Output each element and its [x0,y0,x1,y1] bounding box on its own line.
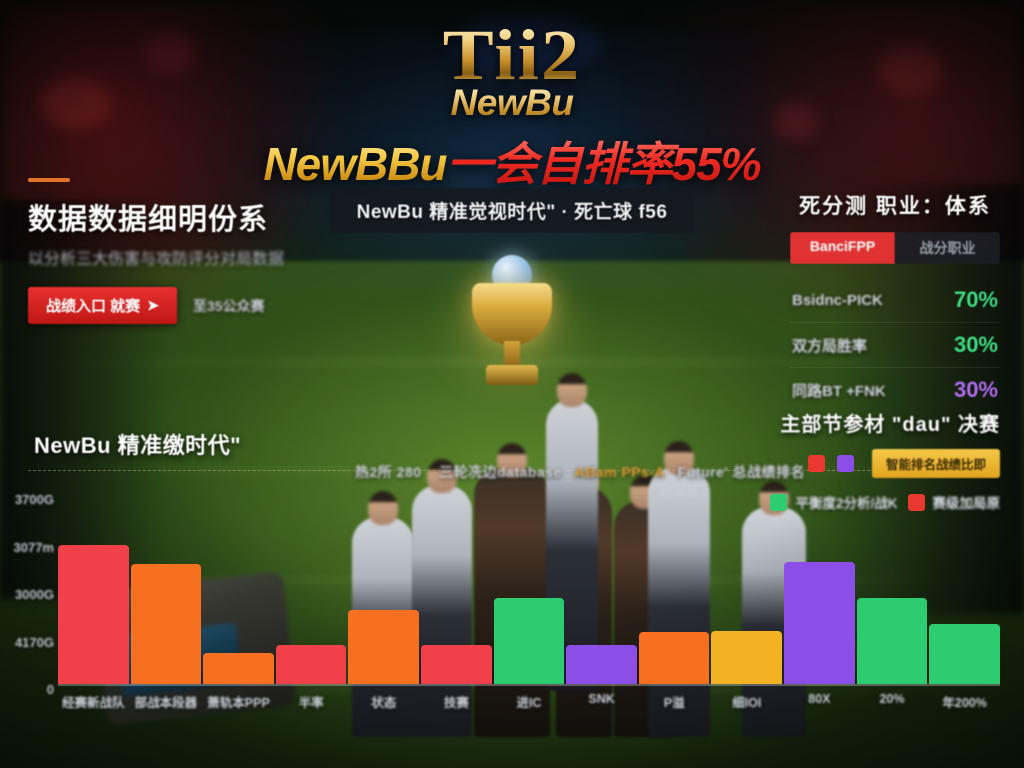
arrow-right-icon: ➤ [147,297,159,314]
enter-stats-button[interactable]: 战绩入口 就赛 ➤ [28,287,177,325]
stat-row[interactable]: 同路BT +FNK 30% [790,368,1000,412]
chart-x-axis-line [58,684,1000,686]
legend-top-row: 智能排名战绩比即 [710,449,1000,478]
legend-swatch-purple [836,455,854,472]
left-panel-description: 以分析三大伤害与攻防评分对局数据 [28,251,285,268]
chart-note-accent: ABam PPs-A [574,464,665,480]
legend-swatch-green [770,493,788,511]
left-panel-actions: 战绩入口 就赛 ➤ 至35公众赛 [28,287,300,325]
legend-swatch-red [807,455,825,472]
chart-note-left: 热2所 280 [355,464,422,480]
chart-y-tick: 3077m [13,539,54,555]
stat-value: 30% [953,332,998,357]
chart-bar [566,645,637,684]
right-panel-title: 死分测 职业：体系 [799,195,991,218]
tab-secondary[interactable]: 战分职业 [895,232,1000,264]
stat-label: 同路BT +FNK [792,382,886,400]
chart-x-tick: 20% [879,692,905,706]
tab-banci-fpp[interactable]: BanciFPP [790,232,895,264]
headline-red-part: 一会自排率55% [446,138,762,191]
chart-note-right: Future' 总战绩排名 [677,464,805,480]
stat-label: Bsidnc-PICK [792,291,883,309]
event-logo-subtitle: NewBu [0,82,1024,124]
chart-x-tick: SNK [588,692,615,706]
chart-bar [638,632,710,684]
right-stats-panel: 死分测 职业：体系 BanciFPP 战分职业 Bsidnc-PICK 70% … [790,190,1000,412]
chart-x-tick: 细IOI [732,696,762,710]
chart-x-tick: 技赛 [443,696,469,710]
chart-bar [711,630,783,684]
stat-row[interactable]: 双方局胜率 30% [790,323,1000,368]
chart-y-tick: 3000G [14,587,54,602]
hero-subtitle-bar: NewBu 精准觉视时代" · 死亡球 f56 [330,188,694,233]
chart-annotation: 热2所 280 三轮冼边database ABam PPs-A Future' … [355,462,805,482]
chart-x-tick: 半率 [298,696,324,710]
legend-swatch-red-2 [907,493,925,511]
left-cta-label: 战绩入口 就赛 [46,298,141,316]
chart-x-tick: 部战本段器 [134,696,198,710]
hero-header: Tii2 NewBu NewBBu一会自排率55% [0,19,1024,194]
chart-bar [348,609,420,684]
chart-x-tick: P溢 [663,696,685,710]
chart-title: NewBu 精准缴时代" [34,433,242,458]
legend-bottom-row: 榜单局 平衡度2分析/战K 赛级加局原 [660,485,1001,512]
chart-divider [28,470,1000,471]
chart-bars [58,528,1000,684]
chart-x-tick: 80X [808,692,831,706]
right-panel-tabs: BanciFPP 战分职业 [790,232,1000,264]
chart-bar [130,564,202,684]
chart-plot-area [58,528,1000,684]
chart-bar [58,544,129,684]
chart-y-tick: 3700G [14,492,54,507]
chart-x-tick: 萧轨本PPP [207,696,270,710]
chart-x-axis: 经赛新战队 部战本段器 萧轨本PPP 半率 状态 技赛 进IC SNK P溢 细IOI 80X 20%… [58,692,1000,711]
event-logo: Tii2 [0,19,1024,91]
legend-item[interactable]: 平衡度2分析/战K [770,492,898,512]
chart-y-tick: 4170G [14,634,54,650]
headline-gold-part: NewBBu [263,138,447,191]
chart-bar [493,598,565,684]
legend-item-label: 平衡度2分析/战K [795,496,898,511]
stat-value: 30% [953,377,998,402]
chart-x-tick: 进IC [516,696,542,710]
stat-value: 70% [953,287,998,312]
chart-x-tick: 经赛新战队 [62,696,125,710]
chart-section: NewBu 精准缴时代" 热2所 280 三轮冼边database ABam P… [0,414,1024,740]
stat-label: 双方局胜率 [792,337,868,355]
legend-item[interactable]: 赛级加局原 [907,492,1001,512]
stat-row[interactable]: Bsidnc-PICK 70% [790,278,1000,323]
left-info-panel: 数据数据细明份系 以分析三大伤害与攻防评分对局数据 战绩入口 就赛 ➤ 至35公… [28,178,300,325]
chart-bar [203,652,274,684]
chart-y-tick: 0 [46,682,54,697]
chart-y-axis: 3700G 3077m 3000G 4170G 0 [8,492,54,697]
chart-bar [275,645,347,684]
legend-title: 主部节参材 "dau" 决赛 [780,414,1000,436]
legend-ghost-label: 榜单局 [660,485,700,500]
ranking-button[interactable]: 智能排名战绩比即 [871,449,1000,478]
chart-bar [856,598,928,684]
chart-legend-block: 主部节参材 "dau" 决赛 智能排名战绩比即 榜单局 平衡度2分析/战K 赛级… [660,408,1001,512]
chart-bar [421,645,492,684]
chart-x-tick: 状态 [371,696,397,710]
legend-item-label: 赛级加局原 [932,496,1001,511]
secondary-link[interactable]: 至35公众赛 [192,297,265,314]
left-panel-title: 数据数据细明份系 [28,204,269,236]
chart-note-mid: 三轮冼边database [439,464,562,480]
right-panel-rows: Bsidnc-PICK 70% 双方局胜率 30% 同路BT +FNK 30% [790,278,1000,412]
chart-bar [784,561,855,684]
hero-headline: NewBBu一会自排率55% [0,128,1024,194]
accent-rule [28,178,70,182]
chart-x-tick: 年200% [942,696,987,710]
chart-bar [929,624,1000,684]
